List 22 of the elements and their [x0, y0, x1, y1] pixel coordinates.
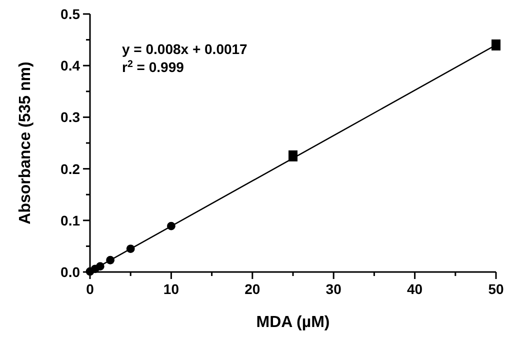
- y-tick-label: 0.2: [60, 160, 80, 177]
- point: [167, 222, 176, 230]
- x-tick-label: 30: [326, 281, 342, 297]
- y-tick-label: 0.3: [60, 109, 80, 126]
- y-tick-label: 0.5: [60, 6, 80, 22]
- y-axis-title: Absorbance (535 nm): [17, 62, 34, 224]
- annotation: r$^{2}$ = 0.999: [122, 58, 184, 75]
- x-tick-label: 50: [488, 281, 504, 297]
- point: [288, 150, 298, 162]
- x-tick-label: 10: [163, 281, 180, 297]
- y-tick-label: 0.4: [60, 58, 80, 74]
- x-tick-label: 40: [407, 281, 423, 297]
- y-tick-label: 0.0: [60, 264, 80, 280]
- point: [492, 39, 500, 50]
- x-tick-label: 20: [244, 281, 260, 297]
- y-tick-label: 0.1: [60, 212, 80, 228]
- point: [96, 262, 104, 271]
- point: [126, 244, 135, 253]
- x-axis-title: MDA (µM): [256, 314, 330, 331]
- point: [106, 256, 114, 264]
- annotation: y = 0.008x + 0.0017: [122, 41, 248, 57]
- x-tick-label: 0: [86, 281, 94, 297]
